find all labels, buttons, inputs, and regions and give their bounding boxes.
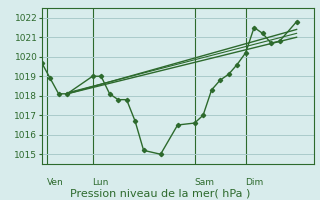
Text: Sam: Sam: [195, 178, 215, 187]
Text: Pression niveau de la mer( hPa ): Pression niveau de la mer( hPa ): [70, 188, 250, 198]
Text: Dim: Dim: [246, 178, 264, 187]
Text: Ven: Ven: [47, 178, 64, 187]
Text: Lun: Lun: [92, 178, 109, 187]
